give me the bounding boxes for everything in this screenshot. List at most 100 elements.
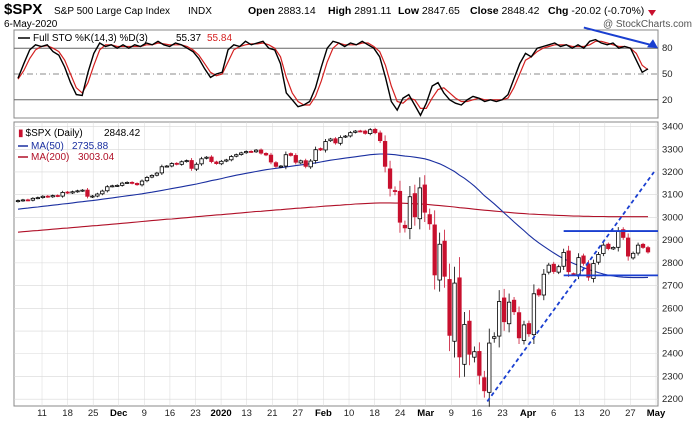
price-xtick-20: 6 (551, 408, 556, 419)
candle-body (586, 263, 591, 278)
candle-body (427, 214, 432, 225)
candle-body (333, 138, 338, 144)
price-xtick-7: 2020 (211, 408, 232, 419)
price-xtick-9: 21 (267, 408, 278, 419)
price-xtick-21: 13 (574, 408, 585, 419)
candle-body (149, 174, 155, 178)
candle-body (556, 266, 561, 273)
price-ytick-2400: 2400 (662, 349, 683, 360)
candle-body (377, 132, 383, 142)
candle-body (373, 128, 378, 134)
candle-body (85, 189, 90, 197)
ohlc-chg: Chg -20.02 (-0.70%) (548, 5, 644, 17)
ohlc-open: Open 2883.14 (248, 5, 316, 17)
price-xtick-1: 18 (62, 408, 73, 419)
arrow-icon (647, 39, 658, 49)
sto-ytick-20: 20 (662, 95, 673, 106)
candle-body (561, 252, 566, 267)
ohlc-low: Low 2847.65 (398, 5, 460, 17)
candle-body (258, 149, 264, 154)
candle-body (363, 130, 368, 134)
candle-body (447, 279, 452, 336)
candle-body (60, 192, 65, 197)
price-xtick-23: 27 (625, 408, 636, 419)
price-xtick-8: 13 (241, 408, 252, 419)
price-xtick-13: 18 (369, 408, 380, 419)
candle-body (298, 160, 303, 164)
candle-body (576, 257, 581, 276)
stochastic-legend: Full STO %K(14,3) %D(3) 55.37 55.84 (18, 33, 232, 44)
candle-body (244, 151, 249, 154)
candle-body (472, 351, 477, 358)
candle-body (70, 191, 75, 194)
ohlc-close: Close 2848.42 (470, 5, 540, 17)
candle-body (343, 135, 348, 138)
candle-body (313, 149, 318, 161)
candle-body (214, 161, 219, 164)
candle-body (511, 299, 517, 313)
sto-arrow-shaft (583, 26, 653, 47)
price-xtick-11: Feb (315, 408, 332, 419)
price-ytick-2300: 2300 (662, 371, 683, 382)
price-xtick-16: 9 (449, 408, 454, 419)
candle-body (35, 197, 40, 200)
candle-body (541, 273, 546, 296)
candle-body (45, 195, 50, 198)
price-ytick-3400: 3400 (662, 122, 683, 133)
sto-k-line (17, 38, 649, 117)
price-ytick-2200: 2200 (662, 394, 683, 405)
candle-body (358, 130, 363, 133)
ma50-legend-label: MA(50) (31, 141, 64, 152)
price-xtick-18: 23 (497, 408, 508, 419)
candle-body (164, 165, 169, 168)
ohlc-readout: Open 2883.14 High 2891.11 Low 2847.65 Close… (248, 5, 644, 17)
price-xtick-6: 23 (190, 408, 201, 419)
candle-body (65, 191, 70, 194)
exchange-label: INDX (188, 6, 212, 17)
candle-body (591, 263, 596, 279)
sto-k-value: 55.37 (176, 33, 201, 44)
candle-body (273, 162, 279, 167)
candle-body (407, 196, 413, 229)
candle-body (502, 297, 507, 323)
candle-body (645, 247, 651, 253)
candle-body (50, 195, 55, 198)
candle-body (630, 252, 636, 259)
price-legend-label: ▮ $SPX (Daily) (18, 128, 83, 139)
candle-body (611, 247, 616, 250)
candle-body (139, 180, 145, 186)
price-xtick-22: 20 (600, 408, 611, 419)
price-xtick-12: 10 (344, 408, 355, 419)
candle-body (432, 224, 437, 276)
price-ytick-2700: 2700 (662, 281, 683, 292)
candle-body (174, 162, 179, 165)
price-legend: ▮ $SPX (Daily) 2848.42 MA(50) 2735.88 MA(… (18, 128, 141, 163)
price-ytick-2500: 2500 (662, 326, 683, 337)
price-xtick-15: Mar (417, 408, 434, 419)
candle-body (338, 137, 343, 144)
candle-body (209, 156, 214, 162)
candle-body (616, 230, 621, 248)
candle-body (640, 243, 646, 248)
price-xtick-0: 11 (37, 408, 47, 419)
candle-body (189, 160, 194, 169)
price-ytick-2800: 2800 (662, 258, 683, 269)
price-ytick-2600: 2600 (662, 303, 683, 314)
uptrend-line (486, 171, 655, 402)
candle-body (80, 189, 85, 192)
candle-body (15, 200, 21, 203)
price-xtick-2: 25 (88, 408, 99, 419)
candle-body (100, 190, 105, 195)
candle-body (25, 199, 31, 202)
chart-date: 6-May-2020 (4, 19, 58, 30)
price-ytick-3000: 3000 (662, 212, 683, 223)
ma50-line (17, 153, 649, 279)
candle-body (348, 132, 353, 137)
candle-body (293, 155, 298, 163)
candle-body (467, 320, 472, 355)
candle-body (437, 243, 442, 281)
candle-body (105, 186, 110, 192)
ma200-legend-value: 3003.04 (78, 152, 115, 163)
candle-body (229, 156, 234, 161)
